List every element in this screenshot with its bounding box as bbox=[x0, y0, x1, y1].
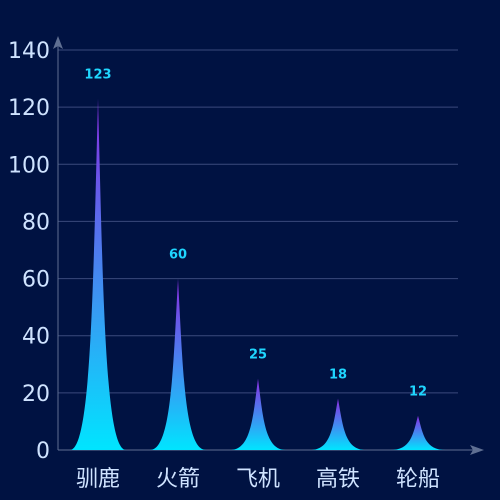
bar bbox=[230, 378, 286, 450]
data-label: 18 bbox=[329, 368, 347, 383]
bar bbox=[150, 278, 206, 450]
y-tick-label: 140 bbox=[8, 39, 50, 64]
x-tick-label: 轮船 bbox=[396, 467, 440, 492]
y-tick-label: 60 bbox=[22, 268, 50, 293]
x-tick-label: 驯鹿 bbox=[76, 467, 120, 492]
x-axis-arrow bbox=[470, 445, 484, 455]
data-label: 60 bbox=[169, 248, 187, 263]
bar bbox=[390, 415, 446, 450]
y-tick-label: 40 bbox=[22, 325, 50, 350]
x-tick-label: 高铁 bbox=[316, 467, 360, 492]
x-tick-label: 飞机 bbox=[236, 467, 280, 492]
bar bbox=[70, 98, 126, 451]
grid bbox=[58, 49, 458, 394]
y-tick-label: 100 bbox=[8, 153, 50, 178]
data-label: 123 bbox=[84, 68, 111, 83]
y-tick-label: 0 bbox=[36, 439, 50, 464]
y-tick-label: 80 bbox=[22, 210, 50, 235]
labels: 0 20 40 60 80 100 120 140 123 驯鹿 60 火箭 25 飞机 18 高铁 12 轮船 bbox=[8, 39, 440, 492]
data-label: 12 bbox=[409, 385, 427, 400]
bars bbox=[70, 98, 446, 451]
bar bbox=[310, 398, 366, 450]
x-tick-label: 火箭 bbox=[156, 467, 200, 492]
data-label: 25 bbox=[249, 348, 267, 363]
y-tick-label: 120 bbox=[8, 96, 50, 121]
y-tick-label: 20 bbox=[22, 382, 50, 407]
y-axis-arrow bbox=[53, 36, 63, 49]
